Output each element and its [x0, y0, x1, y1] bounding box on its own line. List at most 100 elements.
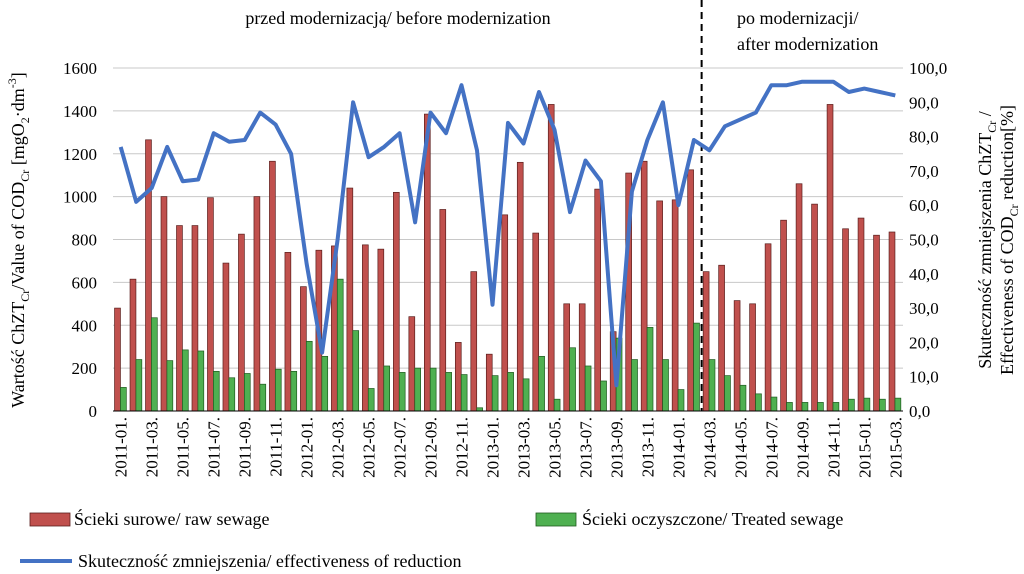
x-tick-label: 2011-09. — [236, 417, 255, 477]
bar-raw-2014-11. — [826, 104, 834, 412]
x-tick-label: 2013-09. — [607, 417, 626, 478]
bar-treated-2014-06. — [755, 393, 762, 412]
bar-raw-2014-12. — [842, 228, 849, 412]
bar-raw-2013-11. — [640, 160, 648, 412]
bar-treated-2011-01. — [120, 387, 127, 412]
x-tick-label: 2014-01. — [669, 417, 688, 478]
x-tick-label: 2011-05. — [174, 417, 193, 477]
x-tick-label: 2011-03. — [143, 417, 162, 477]
bar-raw-2012-10. — [439, 209, 447, 412]
right-axis-title-1: Skuteczność zmniejszenia ChZTCr / — [975, 111, 999, 368]
right-tick-label: 80,0 — [909, 128, 939, 147]
bar-treated-2013-01. — [491, 375, 499, 412]
bar-treated-2012-03. — [336, 278, 344, 412]
bar-treated-2012-09. — [429, 367, 437, 412]
bar-treated-2011-02. — [135, 359, 143, 412]
bar-raw-2014-05. — [733, 300, 741, 412]
x-tick-label: 2013-01. — [484, 417, 503, 478]
right-tick-label: 0,0 — [909, 402, 930, 421]
bar-treated-2014-03. — [708, 359, 716, 412]
legend: Ścieki surowe/ raw sewage Ścieki oczyszc… — [20, 508, 843, 571]
x-tick-label: 2014-03. — [700, 417, 719, 478]
bar-raw-2014-06. — [749, 303, 756, 412]
bar-raw-2011-02. — [129, 278, 137, 412]
bar-treated-2012-04. — [352, 330, 360, 412]
bar-treated-2011-10. — [259, 383, 267, 412]
bar-treated-2012-08. — [414, 367, 421, 412]
bar-raw-2014-03. — [702, 271, 710, 412]
bar-treated-2014-04. — [724, 375, 731, 412]
x-tick-label: 2014-09. — [793, 417, 812, 478]
x-tick-label: 2013-11. — [638, 417, 657, 477]
legend-label-treated: Ścieki oczyszczone/ Treated sewage — [582, 508, 843, 529]
x-tick-label: 2013-03. — [515, 417, 534, 478]
bar-treated-2014-08. — [786, 402, 793, 412]
bar-raw-2014-09. — [795, 183, 803, 412]
annotation-after-2: after modernization — [737, 34, 878, 54]
x-tick-label: 2012-07. — [391, 417, 410, 478]
x-tick-label: 2015-01. — [855, 417, 874, 478]
bar-treated-2012-07. — [398, 372, 406, 412]
right-tick-label: 20,0 — [909, 333, 939, 352]
bar-treated-2014-07. — [770, 396, 778, 412]
bar-raw-2015-03. — [888, 231, 896, 412]
x-tick-label: 2014-07. — [762, 417, 781, 478]
bar-raw-2013-08. — [594, 188, 601, 412]
bar-raw-2014-08. — [780, 219, 787, 412]
legend-label-raw: Ścieki surowe/ raw sewage — [74, 508, 269, 529]
left-tick-label: 1200 — [63, 145, 97, 164]
bar-raw-2012-12. — [470, 271, 478, 412]
right-tick-label: 10,0 — [909, 368, 939, 387]
bar-raw-2014-04. — [718, 264, 725, 412]
legend-swatch-treated — [535, 512, 577, 527]
annotation-before: przed modernizacją/ before modernization — [245, 8, 550, 28]
bar-treated-2012-06. — [383, 365, 391, 412]
bar-raw-2012-08. — [408, 316, 416, 412]
right-tick-label: 90,0 — [909, 93, 939, 112]
bar-raw-2012-11. — [454, 342, 462, 412]
bar-treated-2011-12. — [290, 370, 298, 412]
bar-treated-2011-09. — [244, 373, 251, 412]
bar-raw-2015-01. — [857, 217, 865, 412]
x-tick-label: 2015-03. — [886, 417, 905, 478]
x-axis-ticks: 2011-01. 2011-03. 2011-05. 2011-07. 2011-09.… — [112, 417, 906, 478]
bar-treated-2015-01. — [863, 397, 871, 412]
x-tick-label: 2011-07. — [205, 417, 224, 477]
bar-treated-2011-07. — [213, 370, 220, 412]
right-tick-label: 100,0 — [909, 59, 947, 78]
bar-raw-2011-12. — [284, 252, 292, 412]
bar-treated-2013-10. — [631, 359, 638, 412]
x-tick-label: 2012-09. — [422, 417, 441, 478]
x-tick-label: 2012-05. — [360, 417, 379, 478]
bar-treated-2012-10. — [445, 372, 452, 412]
bar-raw-2013-12. — [656, 200, 663, 412]
bar-treated-2014-10. — [817, 402, 824, 412]
bar-treated-2013-04. — [538, 355, 545, 412]
bar-treated-2015-02. — [879, 398, 886, 412]
right-tick-label: 30,0 — [909, 299, 939, 318]
bar-treated-2014-09. — [801, 402, 809, 412]
bar-raw-2011-11. — [269, 160, 276, 412]
bar-raw-2013-03. — [516, 161, 524, 412]
effectiveness-line — [118, 79, 896, 388]
bar-raw-2014-01. — [671, 199, 679, 412]
bar-raw-2011-08. — [222, 262, 230, 412]
bar-treated-2011-04. — [166, 360, 174, 412]
bar-raw-2014-07. — [764, 243, 772, 412]
bar-treated-2014-12. — [848, 398, 855, 412]
bar-raw-2013-06. — [563, 303, 571, 412]
bar-raw-2013-04. — [532, 232, 540, 412]
right-axis-title-2: Effectiveness of CODCr reduction[%] — [997, 105, 1021, 375]
bar-raw-2012-06. — [377, 248, 385, 412]
bar-raw-2011-03. — [145, 139, 152, 412]
bar-raw-2012-07. — [393, 191, 400, 412]
bar-treated-2011-03. — [151, 317, 158, 412]
bar-treated-2014-05. — [739, 384, 747, 412]
x-tick-label: 2013-07. — [577, 417, 596, 478]
bar-treated-2013-05. — [553, 398, 561, 412]
bar-treated-2012-01. — [305, 340, 313, 412]
bar-treated-2013-03. — [522, 378, 530, 412]
left-tick-label: 600 — [72, 273, 98, 292]
bar-raw-2013-01. — [485, 353, 493, 412]
